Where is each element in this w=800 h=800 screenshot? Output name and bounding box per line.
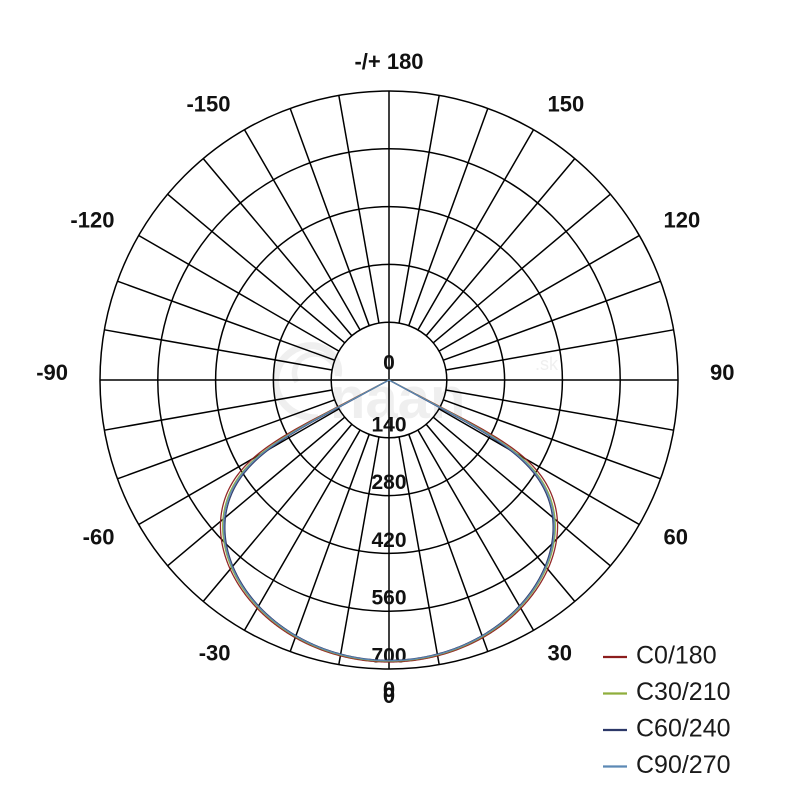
svg-text:-/+ 180: -/+ 180 <box>354 49 423 74</box>
svg-text:C30/210: C30/210 <box>636 678 731 706</box>
svg-text:.sk: .sk <box>535 354 559 374</box>
svg-text:60: 60 <box>664 524 688 549</box>
svg-text:-30: -30 <box>199 640 231 665</box>
svg-text:0: 0 <box>383 352 395 375</box>
svg-text:700: 700 <box>371 645 406 668</box>
svg-text:-150: -150 <box>186 91 230 116</box>
svg-text:-90: -90 <box>36 360 68 385</box>
svg-text:420: 420 <box>371 529 406 552</box>
svg-text:-120: -120 <box>70 207 114 232</box>
svg-text:90: 90 <box>710 360 734 385</box>
svg-text:C60/240: C60/240 <box>636 715 731 743</box>
svg-text:120: 120 <box>664 207 701 232</box>
svg-text:30: 30 <box>548 640 572 665</box>
svg-text:C0/180: C0/180 <box>636 642 717 670</box>
svg-text:C90/270: C90/270 <box>636 751 731 779</box>
svg-text:560: 560 <box>371 587 406 610</box>
svg-text:150: 150 <box>548 91 585 116</box>
svg-text:280: 280 <box>371 471 406 494</box>
svg-text:0: 0 <box>383 677 395 702</box>
svg-text:140: 140 <box>371 413 406 436</box>
svg-text:-60: -60 <box>83 524 115 549</box>
